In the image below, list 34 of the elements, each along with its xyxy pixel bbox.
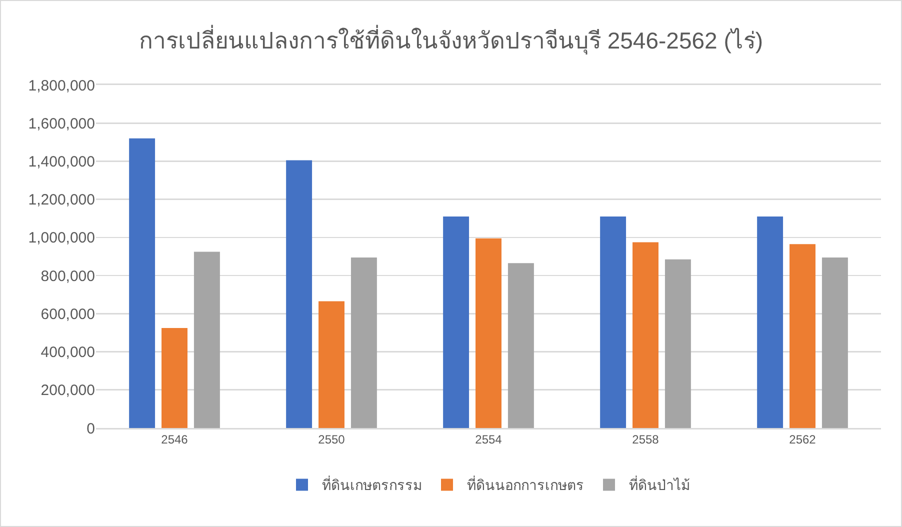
y-tick-label: 1,600,000	[28, 115, 95, 132]
chart-title: การเปลี่ยนแปลงการใช้ที่ดินในจังหวัดปราจีนบุรี 2546-2562 (ไร่)	[138, 24, 764, 54]
bar	[632, 242, 658, 428]
bar	[350, 257, 377, 428]
bar	[600, 216, 626, 428]
bar	[286, 160, 312, 428]
bar	[476, 238, 502, 428]
y-tick-label: 1,000,000	[28, 230, 95, 247]
bar	[318, 301, 344, 428]
x-tick-label: 2558	[632, 432, 660, 447]
legend-label: ที่ดินเกษตรกรรม	[322, 476, 422, 494]
y-tick-label: 200,000	[40, 382, 95, 400]
x-tick-label: 2554	[475, 432, 502, 447]
y-tick-label: 1,200,000	[28, 192, 95, 209]
x-tick-label: 2550	[318, 432, 346, 447]
bar	[194, 252, 220, 428]
legend-label: ที่ดินป่าไม้	[629, 476, 690, 494]
bar	[790, 244, 816, 428]
x-tick-label: 2562	[789, 432, 816, 447]
bar	[757, 216, 784, 428]
y-tick-label: 0	[86, 420, 95, 438]
y-tick-label: 800,000	[40, 268, 95, 285]
y-tick-label: 400,000	[40, 344, 95, 362]
x-tick-label: 2546	[161, 432, 188, 447]
bar	[822, 257, 848, 428]
y-tick-label: 600,000	[40, 306, 95, 323]
legend-label: ที่ดินนอกการเกษตร	[467, 476, 584, 494]
y-tick-label: 1,800,000	[28, 77, 95, 94]
bar	[129, 138, 156, 428]
bar	[443, 216, 470, 428]
bar	[664, 259, 691, 428]
bar	[162, 328, 188, 428]
y-tick-label: 1,400,000	[28, 153, 95, 170]
bar	[508, 263, 534, 428]
